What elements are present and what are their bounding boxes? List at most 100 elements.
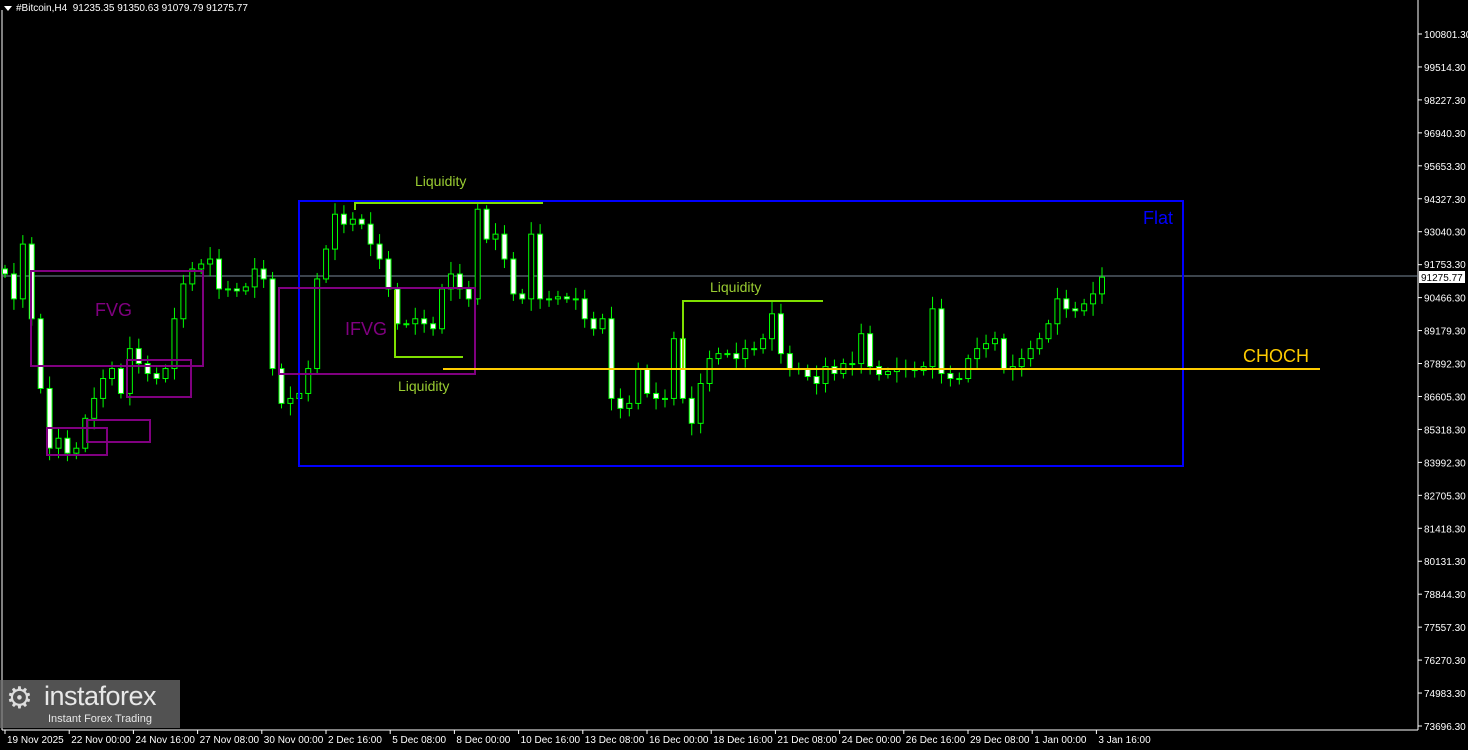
ifvg-label: IFVG	[345, 319, 387, 339]
candles	[2, 203, 1105, 462]
price-tick-label: 78844.30	[1424, 590, 1466, 601]
candle	[439, 283, 446, 334]
candle-body	[956, 378, 963, 381]
price-tick-label: 73696.30	[1424, 722, 1466, 733]
fvg-box-small-3[interactable]	[126, 359, 192, 398]
candle	[893, 357, 900, 383]
candle-body	[64, 437, 71, 454]
candle-body	[876, 366, 883, 376]
candle-body	[376, 243, 383, 260]
candle-body	[991, 338, 998, 345]
liquidity-low-label: Liquidity	[398, 378, 449, 394]
liquidity-mid-line[interactable]	[682, 300, 823, 368]
candle	[55, 428, 62, 459]
candle-body	[760, 338, 767, 350]
price-tick-label: 89179.30	[1424, 327, 1466, 338]
candle	[1000, 333, 1007, 374]
candle-body	[831, 366, 838, 375]
candle	[777, 303, 784, 364]
candle-body	[751, 348, 758, 351]
candle	[537, 224, 544, 309]
liquidity-top-line[interactable]	[354, 202, 543, 210]
candle	[751, 341, 758, 356]
candle-body	[733, 353, 740, 360]
flat-range-box[interactable]	[298, 200, 1184, 467]
candle-body	[617, 397, 624, 409]
candle-body	[1000, 338, 1007, 370]
fvg-box[interactable]	[30, 270, 204, 367]
fvg-box-small-2[interactable]	[86, 419, 151, 443]
candle-body	[884, 371, 891, 376]
candle	[688, 386, 695, 436]
instaforex-logo: ⚙ instaforex Instant Forex Trading	[0, 680, 180, 728]
price-tick-label: 99514.30	[1424, 63, 1466, 74]
price-tick-label: 91753.30	[1424, 260, 1466, 271]
candle	[1018, 348, 1025, 377]
liquidity-low-line[interactable]	[394, 290, 463, 358]
gear-icon: ⚙	[6, 682, 33, 715]
candle-body	[171, 318, 178, 370]
price-tick-label: 90466.30	[1424, 294, 1466, 305]
candle-body	[554, 296, 561, 300]
candle	[421, 309, 428, 333]
candle-body	[153, 373, 160, 380]
time-tick-label: 3 Jan 16:00	[1098, 735, 1151, 746]
candle-body	[287, 397, 294, 404]
candle	[126, 336, 133, 406]
price-tick-label: 96940.30	[1424, 129, 1466, 140]
candle-body	[403, 323, 410, 326]
candle	[742, 339, 749, 368]
candle	[1036, 332, 1043, 355]
candle-body	[340, 213, 347, 225]
candle-body	[73, 447, 80, 454]
candle-body	[1081, 303, 1088, 312]
candle-body	[412, 318, 419, 325]
candle-body	[510, 258, 517, 295]
candle-body	[1090, 293, 1097, 305]
candle-body	[483, 208, 490, 240]
candle-body	[546, 298, 553, 301]
candle	[608, 306, 615, 411]
candle-body	[644, 368, 651, 394]
price-tick-label: 83992.30	[1424, 458, 1466, 469]
ifvg-box[interactable]	[278, 287, 476, 375]
candle	[1027, 340, 1034, 367]
candle	[991, 331, 998, 351]
last-price-tag	[1419, 271, 1465, 283]
candle	[831, 359, 838, 381]
candle	[653, 382, 660, 410]
candle-body	[117, 368, 124, 394]
price-tick-label: 93040.30	[1424, 228, 1466, 239]
time-axis: 19 Nov 2025 22 Nov 00:00 24 Nov 16:00 27 No…	[4, 730, 1151, 746]
candle	[73, 442, 80, 460]
candle-body	[233, 288, 240, 292]
candle	[376, 234, 383, 270]
candle	[983, 334, 990, 358]
candle-body	[929, 308, 936, 368]
candle	[233, 282, 240, 297]
dropdown-triangle-icon[interactable]	[4, 5, 12, 11]
candle-body	[653, 392, 660, 399]
candle-body	[599, 318, 606, 330]
candle	[331, 203, 338, 261]
candle	[1072, 301, 1079, 318]
candle	[2, 264, 8, 278]
candle	[224, 280, 231, 297]
candle	[278, 363, 285, 409]
candle-body	[501, 233, 508, 260]
candle	[46, 376, 53, 461]
candle	[715, 347, 722, 365]
candle	[100, 369, 107, 408]
candle	[626, 395, 633, 417]
candle	[786, 345, 793, 377]
candle	[305, 360, 312, 402]
candle	[563, 292, 570, 303]
logo-name: instaforex	[44, 681, 157, 711]
candle-body	[572, 298, 579, 301]
candle	[412, 307, 419, 335]
candle	[554, 290, 561, 305]
candle-body	[563, 296, 570, 300]
candle-body	[688, 397, 695, 424]
price-tick-label: 85318.30	[1424, 425, 1466, 436]
